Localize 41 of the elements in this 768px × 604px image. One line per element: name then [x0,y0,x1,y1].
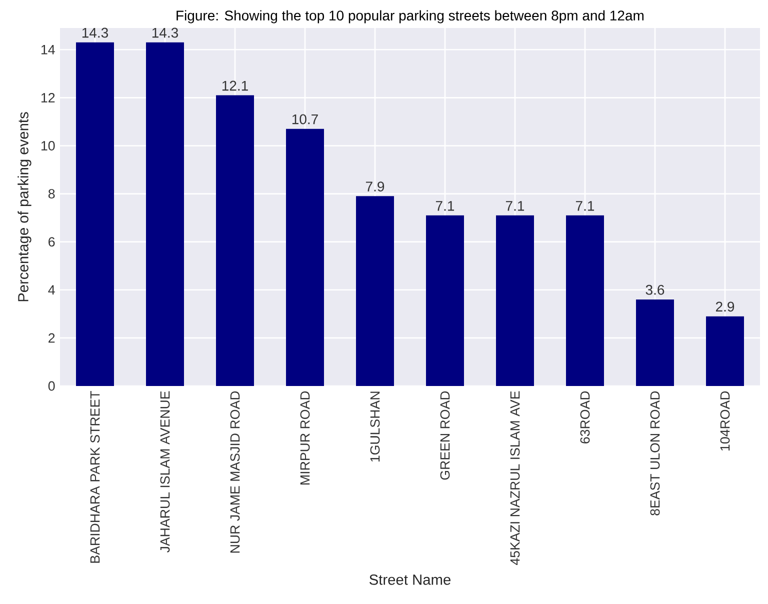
data-label: 2.9 [716,302,734,312]
data-label: 14.3 [152,28,178,38]
x-axis-title: Street Name [370,574,450,585]
y-axis-title: Percentage of parking events [18,112,32,302]
y-tick-label: 14 [41,45,55,54]
chart-title: Figure: Showing the top 10 popular parking streets between 8pm and 12am [176,10,644,24]
y-tick-label: 6 [48,237,55,247]
data-label: 7.9 [366,182,384,192]
bar [216,95,254,386]
bar [76,42,114,386]
bar [356,196,394,386]
data-label: 14.3 [82,28,108,38]
y-tick-label: 10 [41,141,55,150]
x-tick-label: BARIDHARA PARK STREET [90,391,100,563]
bar [426,215,464,386]
y-tick-label: 4 [48,285,55,294]
y-tick-label: 0 [48,381,55,391]
bar [146,42,184,386]
data-label: 7.1 [576,201,594,211]
x-tick-label: 104ROAD [720,391,730,450]
bar [496,215,534,386]
x-tick-label: GREEN ROAD [440,391,450,480]
data-label: 7.1 [506,201,524,211]
data-label: 3.6 [646,284,664,295]
y-tick-label: 12 [41,93,55,102]
x-tick-label: MIRPUR ROAD [300,391,310,484]
data-label: 7.1 [436,201,454,211]
bar [566,215,604,386]
bar [636,300,674,386]
bar [286,128,324,386]
x-tick-label: NUR JAME MASJID ROAD [230,391,240,553]
y-tick-label: 8 [48,189,55,198]
x-tick-label: JAHARUL ISLAM AVENUE [160,391,170,553]
bar [706,316,744,386]
x-tick-label: 63ROAD [580,391,590,444]
y-tick-label: 2 [48,333,55,343]
data-label: 12.1 [222,80,248,91]
x-tick-label: 8EAST ULON ROAD [650,391,660,516]
x-tick-label: 45KAZI NAZRUL ISLAM AVE [510,391,520,566]
data-label: 10.7 [292,114,318,124]
x-tick-label: 1GULSHAN [370,392,380,462]
